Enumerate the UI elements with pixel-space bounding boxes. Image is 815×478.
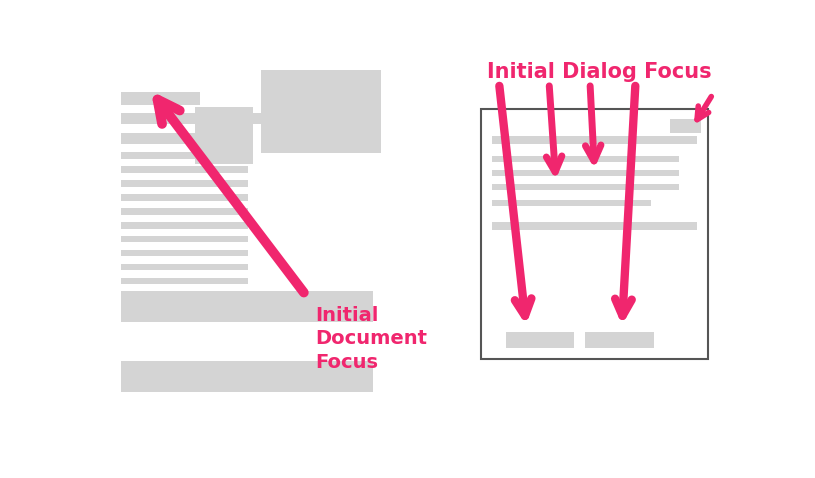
Bar (121, 92, 200, 105)
Bar (114, 79, 380, 411)
Bar (195, 107, 253, 164)
Bar (121, 208, 248, 215)
Bar (492, 222, 697, 230)
Bar (121, 133, 253, 144)
Bar (670, 119, 701, 133)
Bar (492, 170, 679, 176)
Bar (492, 136, 697, 144)
Bar (121, 250, 248, 257)
Bar (121, 222, 248, 228)
Bar (585, 332, 654, 348)
Bar (481, 109, 708, 359)
Bar (492, 156, 679, 162)
Bar (506, 332, 574, 348)
Bar (333, 86, 368, 96)
Bar (121, 291, 373, 322)
Bar (121, 194, 248, 201)
Bar (121, 180, 248, 186)
Bar (121, 152, 248, 159)
Bar (492, 200, 651, 206)
Bar (262, 70, 381, 153)
Bar (121, 264, 248, 271)
Bar (121, 361, 373, 392)
Bar (121, 236, 248, 242)
Bar (492, 184, 679, 190)
Bar (121, 278, 248, 284)
Text: Initial
Document
Focus: Initial Document Focus (315, 306, 427, 372)
Bar (121, 166, 248, 173)
Text: Initial Dialog Focus: Initial Dialog Focus (487, 62, 711, 82)
Bar (121, 112, 373, 124)
